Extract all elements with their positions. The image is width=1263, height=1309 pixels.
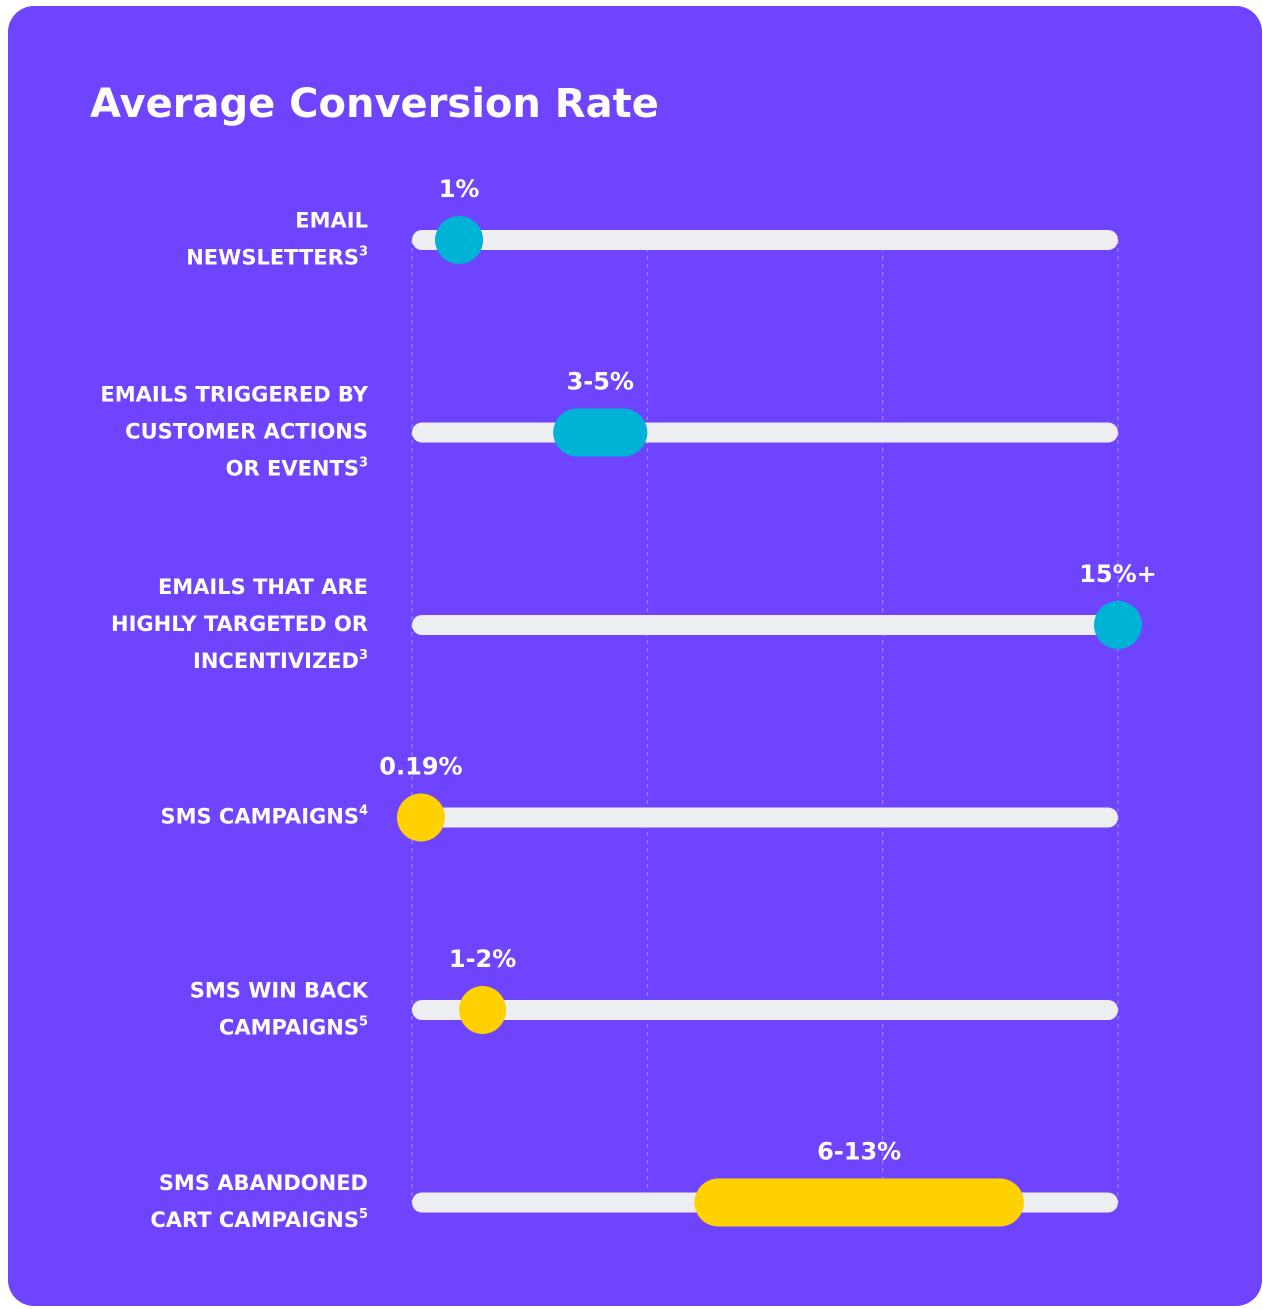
row-label-text: NEWSLETTERS: [186, 246, 359, 270]
dot: [1094, 601, 1142, 649]
footnote-ref: 3: [359, 244, 368, 259]
row-label-text: SMS ABANDONED: [159, 1171, 368, 1195]
row-label-text: EMAIL: [295, 209, 368, 233]
row-label-text: EMAILS TRIGGERED BY: [100, 383, 368, 407]
row-label-text: CART CAMPAIGNS: [150, 1208, 359, 1232]
footnote-ref: 5: [359, 1207, 368, 1222]
footnote-ref: 3: [359, 648, 368, 663]
track: [412, 807, 1118, 828]
dot: [396, 793, 445, 842]
row-label-text: CAMPAIGNS: [219, 1016, 359, 1040]
footnote-ref: 5: [359, 1014, 368, 1029]
value-label: 6-13%: [817, 1138, 901, 1166]
value-label: 1-2%: [449, 945, 516, 973]
row-label: EMAILS THAT ARE: [158, 575, 368, 599]
row-label-text: CUSTOMER ACTIONS: [125, 420, 368, 444]
chart-title: Average Conversion Rate: [90, 81, 659, 127]
value-label: 15%+: [1079, 560, 1157, 588]
row-label-text: INCENTIVIZED: [193, 649, 359, 673]
row-label: INCENTIVIZED3: [193, 648, 368, 674]
row-label: CART CAMPAIGNS5: [150, 1207, 368, 1233]
value-label: 0.19%: [379, 753, 462, 781]
row-label: SMS CAMPAIGNS4: [160, 803, 368, 829]
row-label-text: SMS WIN BACK: [190, 979, 369, 1003]
row-label: SMS WIN BACK: [190, 979, 369, 1003]
row-label: NEWSLETTERS3: [186, 244, 368, 270]
range-bar: [459, 986, 507, 1034]
track: [412, 615, 1118, 635]
value-label: 1%: [439, 175, 480, 203]
row-label: CUSTOMER ACTIONS: [125, 420, 368, 444]
dot: [435, 216, 484, 264]
range-bar: [694, 1178, 1024, 1227]
row-label-text: SMS CAMPAIGNS: [160, 805, 359, 829]
row-label: EMAILS TRIGGERED BY: [100, 383, 368, 407]
track: [412, 1000, 1118, 1020]
row-label: SMS ABANDONED: [159, 1171, 368, 1195]
row-label: EMAIL: [295, 209, 368, 233]
row-label-text: HIGHLY TARGETED OR: [111, 612, 368, 636]
range-bar: [553, 408, 648, 457]
footnote-ref: 4: [359, 803, 368, 818]
track: [412, 230, 1118, 250]
row-label-text: EMAILS THAT ARE: [158, 575, 368, 599]
row-label: HIGHLY TARGETED OR: [111, 612, 368, 636]
row-label-text: OR EVENTS: [226, 457, 359, 481]
footnote-ref: 3: [359, 455, 368, 470]
track: [412, 422, 1118, 443]
row-label: CAMPAIGNS5: [219, 1014, 368, 1040]
value-label: 3-5%: [567, 368, 634, 396]
card: [8, 6, 1262, 1306]
row-label: OR EVENTS3: [226, 455, 368, 481]
